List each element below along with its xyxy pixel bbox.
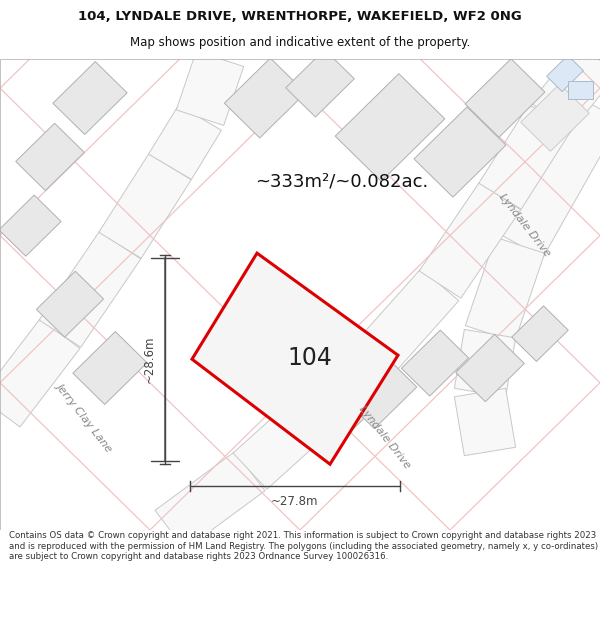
Text: ~27.8m: ~27.8m bbox=[271, 495, 319, 508]
Polygon shape bbox=[39, 232, 141, 348]
Polygon shape bbox=[155, 451, 265, 549]
Polygon shape bbox=[192, 253, 398, 464]
Text: Lyndale Drive: Lyndale Drive bbox=[358, 403, 413, 470]
Polygon shape bbox=[0, 195, 61, 256]
Polygon shape bbox=[419, 182, 521, 298]
Polygon shape bbox=[530, 43, 600, 133]
Polygon shape bbox=[547, 56, 583, 91]
Text: Jerry Clay Lane: Jerry Clay Lane bbox=[55, 381, 115, 453]
Polygon shape bbox=[479, 104, 571, 209]
Polygon shape bbox=[37, 271, 104, 337]
Text: Map shows position and indicative extent of the property.: Map shows position and indicative extent… bbox=[130, 36, 470, 49]
Polygon shape bbox=[16, 123, 84, 191]
Text: 104, LYNDALE DRIVE, WRENTHORPE, WAKEFIELD, WF2 0NG: 104, LYNDALE DRIVE, WRENTHORPE, WAKEFIEL… bbox=[78, 10, 522, 23]
Polygon shape bbox=[454, 329, 515, 397]
Polygon shape bbox=[401, 330, 469, 396]
Text: ~333m²/~0.082ac.: ~333m²/~0.082ac. bbox=[255, 173, 428, 191]
Polygon shape bbox=[497, 96, 600, 258]
Polygon shape bbox=[224, 58, 305, 138]
Polygon shape bbox=[568, 81, 593, 99]
Polygon shape bbox=[53, 62, 127, 134]
Polygon shape bbox=[414, 107, 506, 197]
Polygon shape bbox=[454, 388, 515, 456]
Polygon shape bbox=[466, 238, 545, 342]
Text: Lyndale Drive: Lyndale Drive bbox=[497, 192, 553, 259]
Polygon shape bbox=[456, 334, 524, 402]
Polygon shape bbox=[0, 319, 80, 427]
Polygon shape bbox=[73, 331, 147, 404]
Polygon shape bbox=[465, 59, 545, 138]
Polygon shape bbox=[512, 306, 568, 361]
Polygon shape bbox=[233, 345, 387, 489]
Polygon shape bbox=[286, 49, 354, 117]
Polygon shape bbox=[521, 84, 589, 151]
Text: Contains OS data © Crown copyright and database right 2021. This information is : Contains OS data © Crown copyright and d… bbox=[9, 531, 598, 561]
Polygon shape bbox=[99, 154, 191, 258]
Polygon shape bbox=[176, 51, 244, 126]
Text: 104: 104 bbox=[287, 346, 332, 370]
Polygon shape bbox=[351, 268, 459, 379]
Polygon shape bbox=[343, 356, 417, 429]
Polygon shape bbox=[335, 74, 445, 181]
Polygon shape bbox=[149, 105, 221, 179]
Polygon shape bbox=[287, 376, 373, 459]
Text: ~28.6m: ~28.6m bbox=[143, 336, 155, 383]
